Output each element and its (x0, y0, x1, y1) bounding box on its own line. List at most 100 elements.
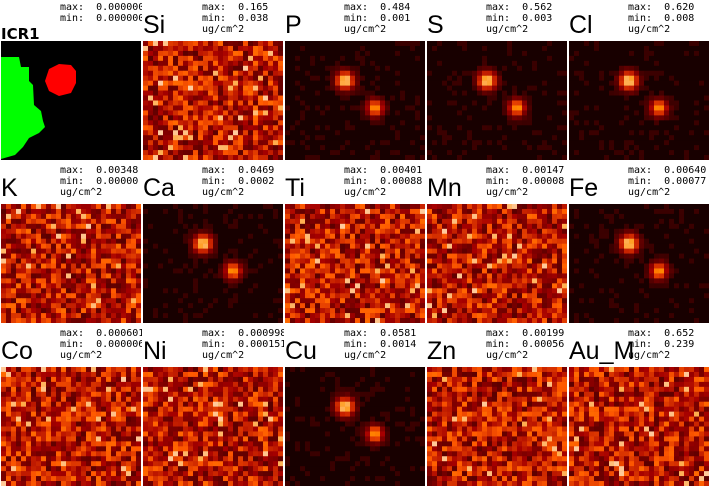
min-prefix: min: (486, 176, 511, 187)
min-value: 0.0002 (238, 176, 275, 187)
min-prefix: min: (344, 176, 369, 187)
max-prefix: max: (628, 165, 653, 176)
element-label: Si (143, 11, 166, 39)
max-value: 0.00147 (522, 165, 565, 176)
min-line: min: 0.000006 (60, 339, 144, 350)
units-label: ug/cm^2 (628, 24, 671, 35)
max-value: 0.562 (522, 2, 553, 13)
min-value: 0.0014 (380, 339, 417, 350)
max-value: 0.00199 (522, 328, 565, 339)
element-label: Au_M (569, 337, 635, 365)
max-value: 0.000601 (96, 328, 145, 339)
min-value: 0.003 (522, 13, 553, 24)
min-line: min: 0.038 (202, 13, 268, 24)
element-panel: Cl max: 0.620 min: 0.008 ug/cm^2 (568, 0, 710, 163)
element-label: K (1, 174, 18, 202)
min-value: 0.00088 (380, 176, 423, 187)
units-label: ug/cm^2 (202, 187, 245, 198)
min-value: 0.00056 (522, 339, 565, 350)
stats-block: max: 0.562 min: 0.003 ug/cm^2 (486, 2, 552, 35)
element-label: S (427, 11, 444, 39)
element-label: P (285, 11, 302, 39)
element-map (143, 204, 283, 323)
element-map (285, 367, 425, 486)
max-value: 0.000998 (238, 328, 287, 339)
min-value: 0.000000 (96, 13, 145, 24)
min-prefix: min: (344, 13, 369, 24)
units-label: ug/cm^2 (60, 187, 103, 198)
max-line: max: 0.00199 (486, 328, 564, 339)
units-label: ug/cm^2 (202, 350, 245, 361)
min-value: 0.00008 (522, 176, 565, 187)
max-value: 0.0581 (380, 328, 417, 339)
element-label: ICR1 (1, 25, 40, 43)
max-prefix: max: (486, 165, 511, 176)
min-line: min: 0.008 (628, 13, 694, 24)
units-label: ug/cm^2 (202, 24, 245, 35)
max-prefix: max: (60, 165, 85, 176)
min-prefix: min: (486, 339, 511, 350)
max-value: 0.652 (664, 328, 695, 339)
element-map (569, 367, 709, 486)
max-value: 0.00348 (96, 165, 139, 176)
max-prefix: max: (628, 328, 653, 339)
max-value: 0.000000 (96, 2, 145, 13)
units-label: ug/cm^2 (344, 24, 387, 35)
min-value: 0.00000 (96, 176, 139, 187)
min-prefix: min: (60, 339, 85, 350)
max-line: max: 0.484 (344, 2, 410, 13)
min-value: 0.00077 (664, 176, 707, 187)
element-map (427, 367, 567, 486)
min-line: min: 0.239 (628, 339, 694, 350)
min-prefix: min: (202, 13, 227, 24)
element-panel: Ca max: 0.0469 min: 0.0002 ug/cm^2 (142, 163, 284, 326)
min-value: 0.038 (238, 13, 269, 24)
min-line: min: 0.00056 (486, 339, 564, 350)
element-map (1, 367, 141, 486)
max-line: max: 0.620 (628, 2, 694, 13)
element-label: Ti (285, 174, 305, 202)
element-panel: Zn max: 0.00199 min: 0.00056 ug/cm^2 (426, 326, 568, 489)
element-label: Co (1, 337, 33, 365)
units-label: ug/cm^2 (344, 187, 387, 198)
max-prefix: max: (202, 2, 227, 13)
stats-block: max: 0.00199 min: 0.00056 ug/cm^2 (486, 328, 564, 361)
min-line: min: 0.00000 (60, 176, 138, 187)
element-panel: Cu max: 0.0581 min: 0.0014 ug/cm^2 (284, 326, 426, 489)
min-value: 0.000006 (96, 339, 145, 350)
max-line: max: 0.00348 (60, 165, 138, 176)
min-line: min: 0.001 (344, 13, 410, 24)
max-prefix: max: (344, 2, 369, 13)
element-label: Ca (143, 174, 175, 202)
element-label: Cl (569, 11, 593, 39)
max-prefix: max: (60, 328, 85, 339)
element-map (143, 41, 283, 160)
min-value: 0.008 (664, 13, 695, 24)
stats-block: max: 0.000601 min: 0.000006 ug/cm^2 (60, 328, 144, 361)
min-value: 0.000151 (238, 339, 287, 350)
units-label: ug/cm^2 (628, 187, 671, 198)
max-value: 0.0469 (238, 165, 275, 176)
units-label: ug/cm^2 (486, 187, 529, 198)
element-map (569, 41, 709, 160)
roi-map (1, 41, 141, 160)
element-panel: Ni max: 0.000998 min: 0.000151 ug/cm^2 (142, 326, 287, 489)
units-label: ug/cm^2 (628, 350, 671, 361)
element-map (569, 204, 709, 323)
max-line: max: 0.652 (628, 328, 694, 339)
min-value: 0.001 (380, 13, 411, 24)
element-panel: Si max: 0.165 min: 0.038 ug/cm^2 (142, 0, 284, 163)
max-prefix: max: (486, 2, 511, 13)
element-map (1, 204, 141, 323)
stats-block: max: 0.00348 min: 0.00000 ug/cm^2 (60, 165, 138, 198)
min-line: min: 0.0014 (344, 339, 416, 350)
element-label: Fe (569, 174, 599, 202)
stats-block: max: 0.00147 min: 0.00008 ug/cm^2 (486, 165, 564, 198)
max-line: max: 0.000000 (60, 2, 144, 13)
min-prefix: min: (628, 13, 653, 24)
min-prefix: min: (344, 339, 369, 350)
max-value: 0.165 (238, 2, 269, 13)
element-map (427, 204, 567, 323)
